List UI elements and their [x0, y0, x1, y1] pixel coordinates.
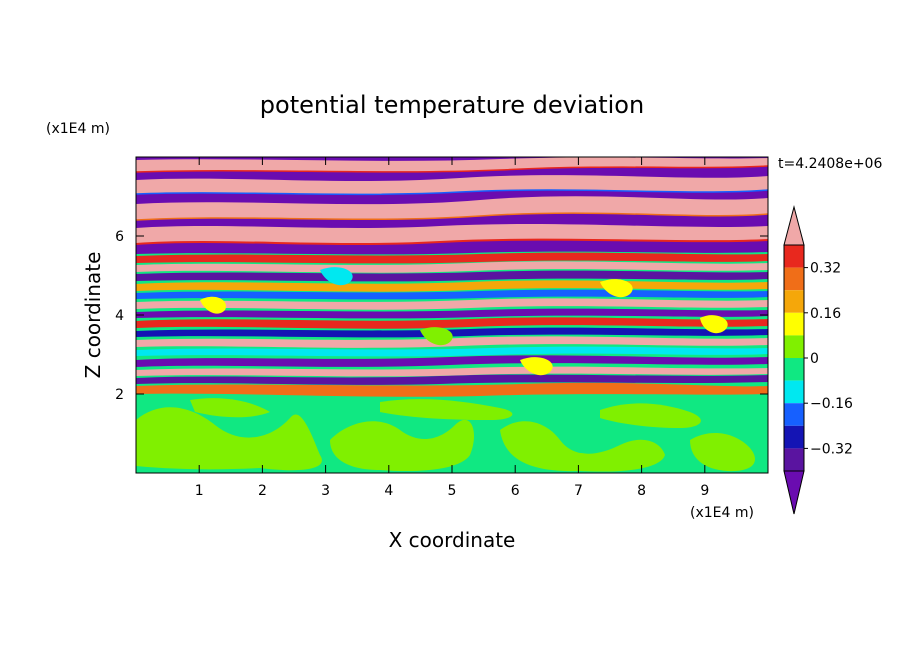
colorbar-segment — [784, 245, 804, 268]
x-tick-label: 5 — [448, 483, 457, 499]
lime-blob — [136, 407, 322, 471]
layer-band — [136, 336, 768, 348]
layer-band — [136, 308, 768, 319]
lower-layer — [136, 398, 755, 472]
layer-band — [136, 327, 768, 338]
x-tick-label: 6 — [511, 483, 520, 499]
colorbar-tick-label: 0.16 — [810, 306, 841, 322]
wave-pocket — [600, 279, 633, 298]
layer-band — [136, 355, 768, 367]
colorbar-segment — [784, 403, 804, 426]
time-label: t=4.2408e+06 — [778, 156, 882, 172]
layer-band — [136, 346, 768, 357]
edge-line — [136, 165, 768, 173]
x-axis-unit: (x1E4 m) — [690, 505, 754, 521]
layer-band — [136, 261, 768, 273]
colorbar-segment — [784, 267, 804, 291]
y-tick-label: 2 — [115, 387, 124, 403]
lime-blob — [190, 398, 270, 418]
upper-band — [136, 224, 768, 244]
colorbar-tick-label: −0.32 — [810, 441, 853, 457]
wave-pocket — [700, 315, 728, 334]
lime-blob — [330, 419, 475, 472]
wave-pocket — [320, 267, 353, 286]
x-tick-label: 7 — [574, 483, 583, 499]
colorbar-tick-label: −0.16 — [810, 396, 853, 412]
y-tick-label: 4 — [115, 308, 124, 324]
colorbar-extend-top — [783, 205, 805, 246]
colorbar: 0.32 0.16 0 −0.16 −0.32 — [783, 205, 853, 515]
edge-line — [136, 189, 768, 196]
y-axis: 2 4 6 — [115, 229, 768, 403]
layer-band — [136, 374, 768, 385]
colorbar-segment — [784, 335, 804, 358]
contour-field — [136, 157, 768, 473]
lime-blob — [380, 399, 513, 420]
colorbar-segment — [784, 312, 804, 336]
upper-band — [136, 196, 768, 220]
edge-line — [136, 238, 768, 245]
colorbar-segment — [784, 425, 804, 449]
layer-band — [136, 298, 768, 310]
edge-line — [136, 212, 768, 221]
x-tick-label: 1 — [195, 483, 204, 499]
lime-blob — [600, 403, 701, 428]
x-axis: 1 2 3 4 5 6 7 8 9 — [195, 157, 709, 499]
middle-layers — [136, 244, 768, 397]
y-tick-label: 6 — [115, 229, 124, 245]
lime-blob — [690, 433, 755, 472]
y-axis-label: Z coordinate — [81, 252, 105, 379]
x-tick-label: 3 — [321, 483, 330, 499]
colorbar-segment — [784, 358, 804, 381]
upper-band — [136, 175, 768, 195]
layer-band — [136, 270, 768, 282]
colorbar-extend-bottom — [783, 470, 805, 515]
layer-band — [136, 252, 768, 264]
layer-band — [136, 382, 768, 397]
x-axis-label: X coordinate — [389, 528, 516, 552]
colorbar-tick-label: 0.32 — [810, 261, 841, 277]
lime-blob — [560, 453, 600, 470]
upper-bands — [136, 157, 768, 249]
colorbar-tick-label: 0 — [810, 351, 819, 367]
layer-band — [136, 366, 768, 377]
wave-pocket — [520, 357, 553, 376]
colorbar-segment — [784, 380, 804, 404]
colorbar-segment — [784, 448, 804, 471]
colorbar-segment — [784, 290, 804, 313]
y-axis-unit: (x1E4 m) — [46, 121, 110, 137]
x-tick-label: 2 — [258, 483, 267, 499]
x-tick-label: 4 — [384, 483, 393, 499]
layer-band — [136, 317, 768, 329]
wave-pocket — [200, 296, 226, 314]
x-tick-label: 9 — [700, 483, 709, 499]
wave-pocket — [420, 327, 453, 346]
lime-blob — [500, 421, 665, 472]
x-tick-label: 8 — [637, 483, 646, 499]
chart-title: potential temperature deviation — [260, 91, 644, 119]
